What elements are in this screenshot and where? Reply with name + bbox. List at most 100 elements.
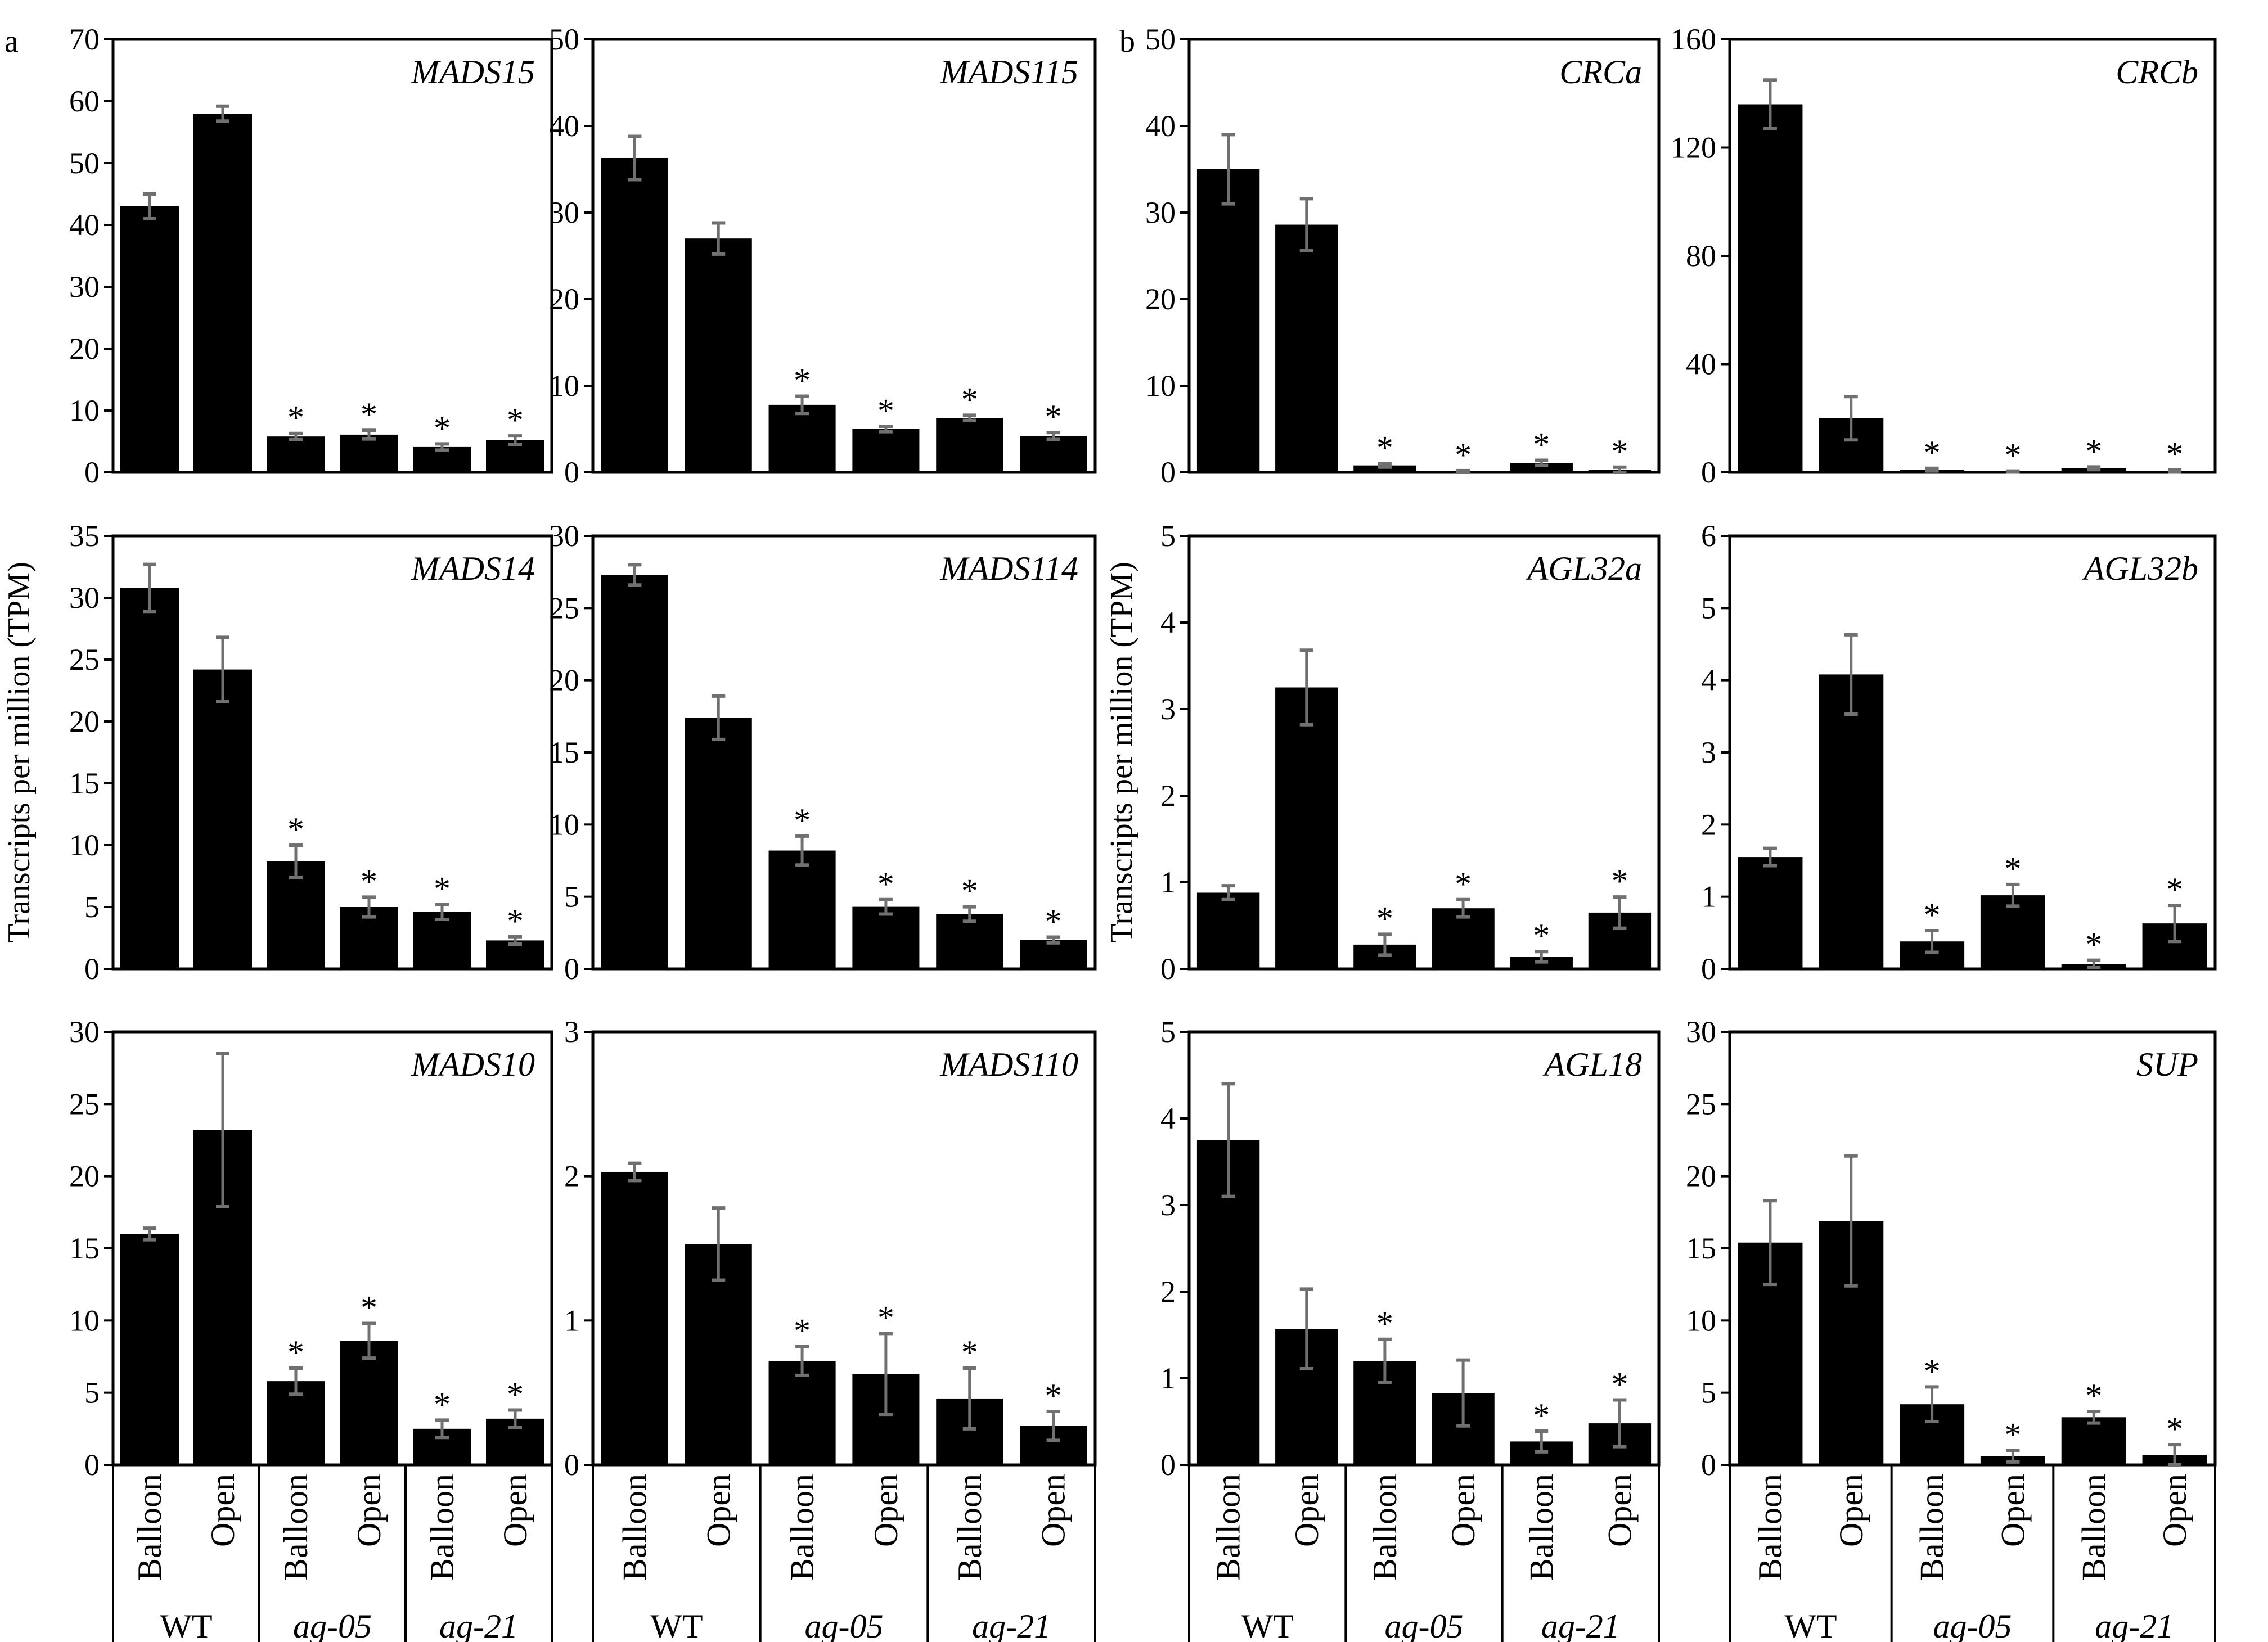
bar: [1738, 857, 1803, 969]
group-label: ag-05: [293, 1608, 372, 1642]
category-label: Balloon: [277, 1474, 314, 1581]
y-tick-label: 50: [1145, 22, 1176, 56]
y-tick-label: 30: [69, 581, 100, 615]
y-tick-label: 3: [1160, 692, 1176, 726]
y-tick-label: 20: [69, 705, 100, 738]
y-tick-label: 3: [564, 1015, 579, 1049]
bar: [340, 1341, 398, 1465]
y-tick-label: 30: [69, 270, 100, 304]
bar: [852, 429, 920, 472]
significance-star: *: [1611, 433, 1628, 470]
y-tick-label: 50: [549, 22, 579, 56]
significance-star: *: [878, 392, 894, 429]
bar: [685, 718, 752, 969]
y-tick-label: 40: [1686, 348, 1716, 381]
category-label: Balloon: [131, 1474, 168, 1581]
y-tick-label: 15: [69, 766, 100, 800]
y-tick-label: 2: [1160, 1275, 1176, 1309]
y-tick-label: 4: [1701, 664, 1716, 697]
panel-letter-b: b: [1119, 24, 1135, 59]
chart-panel-agl32a: 0 1 2 3 4 5 AGL32a * * * *: [1160, 519, 1660, 986]
gene-label: AGL32a: [1526, 550, 1642, 587]
category-label: Open: [1994, 1474, 2031, 1547]
significance-star: *: [2085, 1377, 2102, 1414]
bar: [1020, 940, 1087, 969]
group-label: WT: [1241, 1608, 1294, 1642]
group-label: ag-21: [1541, 1608, 1620, 1642]
y-tick-label: 15: [549, 736, 579, 769]
bar: [267, 861, 325, 969]
plot-frame: [591, 1030, 1097, 1467]
y-tick-label: 0: [1160, 952, 1176, 986]
y-tick-label: 4: [1160, 606, 1176, 639]
y-tick-label: 1: [1160, 1361, 1176, 1395]
bar: [1510, 463, 1573, 472]
category-label: Balloon: [1366, 1474, 1403, 1581]
significance-star: *: [434, 1386, 451, 1423]
y-tick-label: 25: [69, 643, 100, 676]
gene-label: MADS10: [411, 1046, 535, 1083]
y-tick-label: 35: [69, 519, 100, 553]
y-tick-label: 5: [84, 1376, 100, 1410]
chart-panel-crca: 0 10 20 30 40 50 CRCa * * * *: [1145, 22, 1660, 489]
significance-star: *: [1376, 1305, 1393, 1342]
category-label: Open: [350, 1474, 388, 1547]
y-tick-label: 25: [1686, 1087, 1716, 1121]
chart-panel-mads115: 0 10 20 30 40 50 MADS115 * * * *: [549, 22, 1097, 489]
y-tick-label: 15: [1686, 1232, 1716, 1265]
significance-star: *: [434, 870, 451, 908]
category-label: Balloon: [1752, 1474, 1789, 1581]
gene-label: SUP: [2136, 1046, 2198, 1083]
significance-star: *: [2085, 926, 2102, 963]
category-label: Balloon: [2075, 1474, 2112, 1581]
y-tick-label: 2: [1160, 779, 1176, 813]
significance-star: *: [1924, 434, 1941, 471]
bar: [1738, 104, 1803, 472]
y-tick-label: 0: [84, 952, 100, 986]
bar: [852, 906, 920, 969]
chart-panel-crcb: 0 40 80 120 160 CRCb * * * *: [1671, 22, 2217, 489]
group-label: ag-21: [2095, 1608, 2174, 1642]
significance-star: *: [287, 1334, 304, 1371]
bar: [685, 238, 752, 472]
bar: [601, 157, 668, 473]
y-tick-label: 6: [1701, 519, 1716, 553]
category-label: Balloon: [784, 1474, 821, 1581]
y-tick-label: 0: [84, 455, 100, 489]
y-tick-label: 10: [69, 394, 100, 427]
bar: [1353, 465, 1416, 472]
significance-star: *: [961, 381, 978, 418]
y-tick-label: 30: [69, 1015, 100, 1049]
significance-star: *: [1045, 398, 1062, 435]
category-label: Open: [1833, 1474, 1870, 1547]
chart-panel-sup: 0 5 10 15 20 25 30 SUP * * * * Balloon Open Balloon Ope…: [1686, 1015, 2217, 1642]
y-tick-label: 20: [1145, 282, 1176, 316]
category-label: Open: [497, 1474, 534, 1547]
significance-star: *: [1376, 900, 1393, 937]
y-tick-label: 1: [564, 1303, 579, 1337]
significance-star: *: [1533, 426, 1550, 463]
y-tick-label: 4: [1160, 1102, 1176, 1135]
significance-star: *: [2004, 437, 2021, 474]
y-tick-label: 25: [69, 1087, 100, 1121]
y-tick-label: 3: [1701, 736, 1716, 769]
significance-star: *: [361, 396, 377, 433]
group-label: WT: [650, 1608, 703, 1642]
y-tick-label: 20: [549, 664, 579, 697]
y-tick-label: 5: [1160, 519, 1176, 553]
significance-star: *: [878, 1299, 894, 1336]
significance-star: *: [361, 1289, 377, 1326]
significance-star: *: [507, 903, 524, 940]
category-label: Balloon: [951, 1474, 988, 1581]
y-tick-label: 1: [1701, 880, 1716, 914]
category-label: Balloon: [1914, 1474, 1951, 1581]
y-tick-label: 1: [1160, 865, 1176, 899]
significance-star: *: [287, 399, 304, 436]
significance-star: *: [1533, 917, 1550, 954]
y-tick-label: 0: [84, 1448, 100, 1482]
bar: [768, 404, 836, 472]
y-tick-label: 0: [1701, 952, 1716, 986]
group-label: ag-05: [1385, 1608, 1464, 1642]
significance-star: *: [794, 362, 811, 399]
